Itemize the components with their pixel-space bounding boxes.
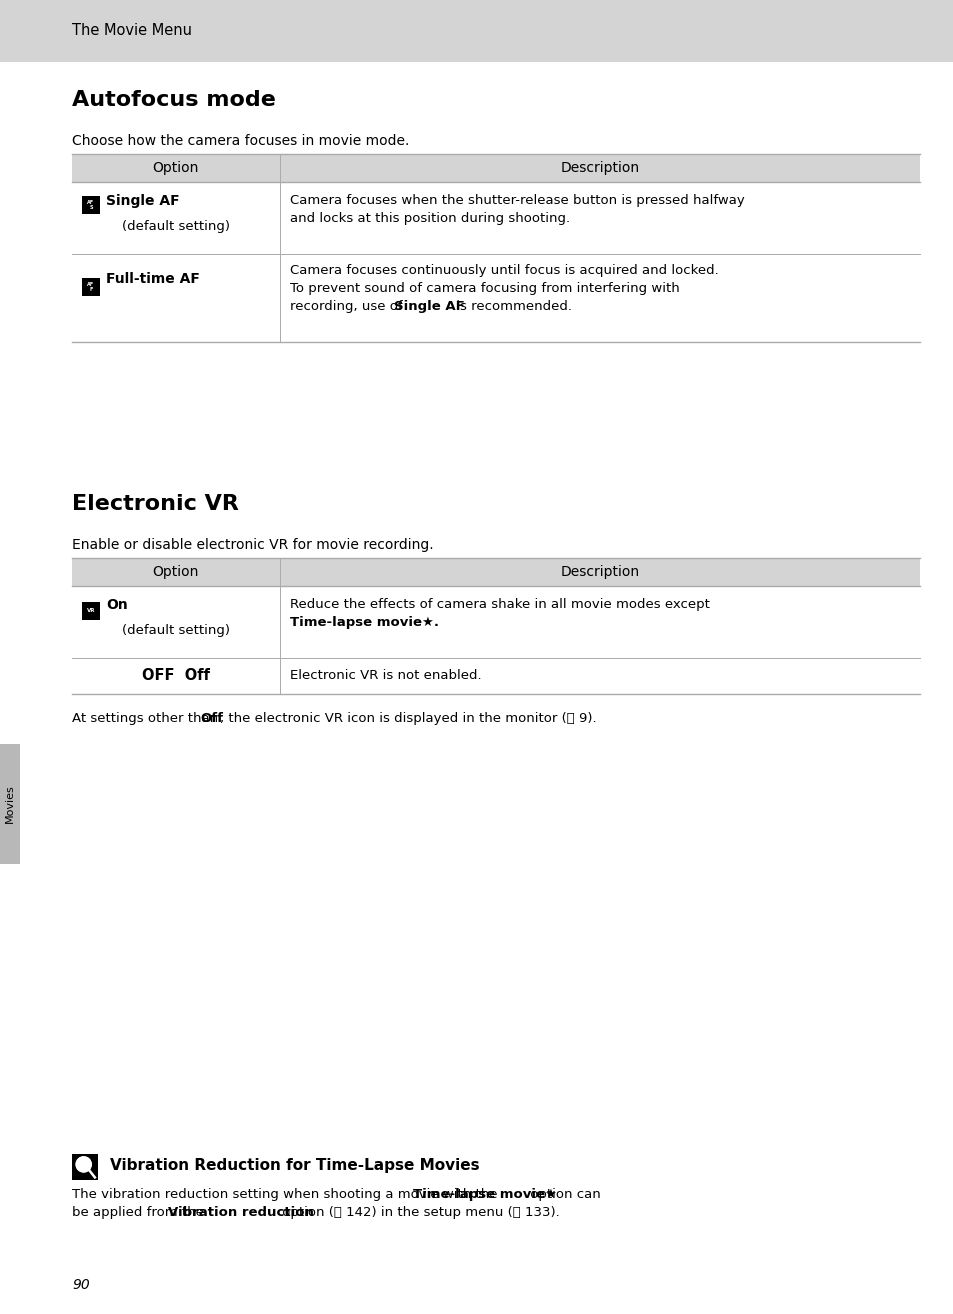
Text: , the electronic VR icon is displayed in the monitor (Ⓣ 9).: , the electronic VR icon is displayed in… bbox=[219, 712, 596, 725]
Text: Time-lapse movie★.: Time-lapse movie★. bbox=[290, 616, 438, 629]
Text: Single AF: Single AF bbox=[394, 300, 464, 313]
Bar bbox=[71, 1154, 98, 1180]
Text: The vibration reduction setting when shooting a movie with the: The vibration reduction setting when sho… bbox=[71, 1188, 501, 1201]
Text: Electronic VR: Electronic VR bbox=[71, 494, 238, 514]
Text: Description: Description bbox=[559, 162, 639, 175]
Text: Option: Option bbox=[152, 162, 199, 175]
Text: Choose how the camera focuses in movie mode.: Choose how the camera focuses in movie m… bbox=[71, 134, 409, 148]
Text: Movies: Movies bbox=[5, 784, 15, 824]
Text: be applied from the: be applied from the bbox=[71, 1206, 208, 1219]
Bar bbox=[71, 558, 919, 586]
Bar bbox=[82, 196, 100, 214]
Text: Vibration reduction: Vibration reduction bbox=[168, 1206, 314, 1219]
Text: The Movie Menu: The Movie Menu bbox=[71, 24, 192, 38]
Text: and locks at this position during shooting.: and locks at this position during shooti… bbox=[290, 212, 569, 225]
Text: 90: 90 bbox=[71, 1279, 90, 1292]
Text: Single AF: Single AF bbox=[106, 194, 179, 208]
Text: VR: VR bbox=[87, 608, 95, 614]
Text: is recommended.: is recommended. bbox=[452, 300, 571, 313]
Text: Camera focuses when the shutter-release button is pressed halfway: Camera focuses when the shutter-release … bbox=[290, 194, 743, 208]
Text: option can: option can bbox=[525, 1188, 600, 1201]
Text: Time-lapse movie★: Time-lapse movie★ bbox=[413, 1188, 557, 1201]
Circle shape bbox=[76, 1158, 91, 1172]
Text: recording, use of: recording, use of bbox=[290, 300, 406, 313]
Text: Off: Off bbox=[200, 712, 223, 725]
Bar bbox=[82, 602, 100, 620]
Text: Option: Option bbox=[152, 565, 199, 579]
Text: AF
S: AF S bbox=[88, 200, 94, 210]
Text: (default setting): (default setting) bbox=[122, 624, 230, 637]
Bar bbox=[0, 0, 953, 62]
Text: At settings other than: At settings other than bbox=[71, 712, 222, 725]
Text: Description: Description bbox=[559, 565, 639, 579]
Text: AF
F: AF F bbox=[88, 281, 94, 292]
Text: Full-time AF: Full-time AF bbox=[106, 272, 200, 286]
Bar bbox=[71, 154, 919, 183]
Text: To prevent sound of camera focusing from interfering with: To prevent sound of camera focusing from… bbox=[290, 283, 679, 296]
Bar bbox=[82, 279, 100, 296]
Text: On: On bbox=[106, 598, 128, 612]
Text: option (Ⓣ 142) in the setup menu (Ⓣ 133).: option (Ⓣ 142) in the setup menu (Ⓣ 133)… bbox=[277, 1206, 559, 1219]
Text: Reduce the effects of camera shake in all movie modes except: Reduce the effects of camera shake in al… bbox=[290, 598, 709, 611]
Text: OFF  Off: OFF Off bbox=[142, 669, 210, 683]
Bar bbox=[0, 744, 20, 865]
Text: Camera focuses continuously until focus is acquired and locked.: Camera focuses continuously until focus … bbox=[290, 264, 718, 277]
Text: (default setting): (default setting) bbox=[122, 219, 230, 233]
Text: Electronic VR is not enabled.: Electronic VR is not enabled. bbox=[290, 670, 481, 682]
Text: Enable or disable electronic VR for movie recording.: Enable or disable electronic VR for movi… bbox=[71, 537, 434, 552]
Text: Autofocus mode: Autofocus mode bbox=[71, 89, 275, 110]
Text: Vibration Reduction for Time-Lapse Movies: Vibration Reduction for Time-Lapse Movie… bbox=[110, 1158, 479, 1173]
